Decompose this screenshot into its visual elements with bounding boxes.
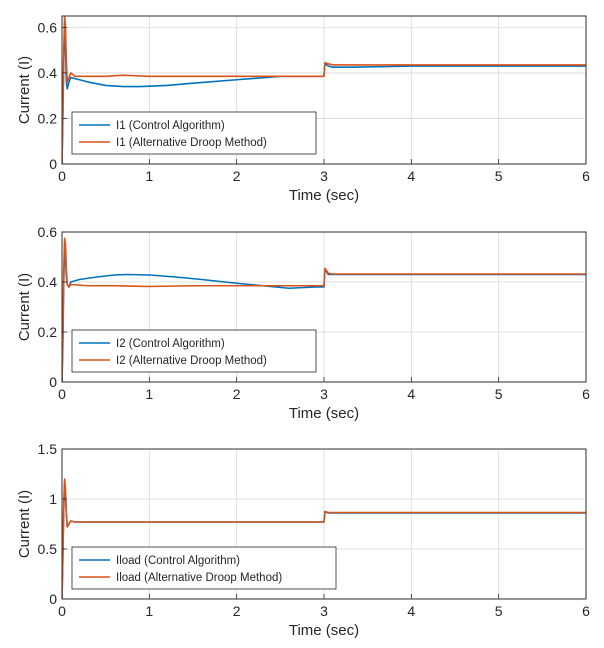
legend-label-droop: I2 (Alternative Droop Method): [116, 355, 267, 367]
y-tick-label: 0.4: [38, 274, 58, 290]
x-tick-label: 3: [320, 603, 328, 619]
x-tick-label: 5: [495, 386, 503, 402]
x-axis-label: Time (sec): [289, 622, 359, 639]
x-tick-label: 1: [145, 603, 153, 619]
panel-i1: 0 1 2 3 4 5 6 0 0.2 0.4 0.6 Time (sec) Current (I) I1…: [16, 15, 590, 204]
x-tick-label: 0: [58, 386, 66, 402]
x-tick-label: 4: [407, 386, 415, 402]
x-tick-label: 6: [582, 386, 590, 402]
legend-label-control: Iload (Control Algorithm): [116, 555, 240, 567]
y-tick-label: 1.5: [38, 441, 58, 457]
x-tick-label: 6: [582, 168, 590, 184]
y-tick-label: 0.2: [38, 324, 58, 340]
x-tick-label: 1: [145, 168, 153, 184]
x-tick-label: 6: [582, 603, 590, 619]
y-tick-label: 0.6: [38, 19, 58, 35]
legend-box: [71, 329, 317, 373]
legend: I1 (Control Algorithm) I1 (Alternative Dr…: [71, 111, 317, 155]
x-tick-label: 2: [233, 168, 241, 184]
legend-label-control: I1 (Control Algorithm): [116, 120, 225, 132]
legend-box: [71, 111, 317, 155]
panel-i2: 0 1 2 3 4 5 6 0 0.2 0.4 0.6 Time (sec) Current (I) I2…: [16, 224, 590, 422]
y-tick-label: 0.5: [38, 541, 58, 557]
series-line-droop: [62, 237, 586, 382]
x-tick-label: 5: [495, 168, 503, 184]
y-axis-label: Current (I): [16, 273, 33, 341]
x-tick-label: 0: [58, 168, 66, 184]
legend-label-control: I2 (Control Algorithm): [116, 338, 225, 350]
x-tick-label: 2: [233, 603, 241, 619]
x-axis-label: Time (sec): [289, 405, 359, 422]
series-line-droop: [62, 478, 586, 599]
y-tick-label: 0.4: [38, 65, 58, 81]
legend: I2 (Control Algorithm) I2 (Alternative Dr…: [71, 329, 317, 373]
legend-label-droop: Iload (Alternative Droop Method): [116, 572, 282, 584]
y-tick-label: 1: [49, 491, 57, 507]
y-tick-label: 0.6: [38, 224, 58, 240]
x-tick-label: 1: [145, 386, 153, 402]
x-tick-label: 0: [58, 603, 66, 619]
legend: Iload (Control Algorithm) Iload (Alternat…: [71, 546, 337, 590]
y-tick-label: 0: [49, 374, 57, 390]
x-tick-label: 4: [407, 603, 415, 619]
y-tick-label: 0: [49, 591, 57, 607]
x-tick-label: 3: [320, 386, 328, 402]
y-axis-label: Current (I): [16, 490, 33, 558]
series-line-droop: [62, 16, 586, 164]
x-tick-label: 5: [495, 603, 503, 619]
legend-label-droop: I1 (Alternative Droop Method): [116, 137, 267, 149]
y-tick-label: 0.2: [38, 110, 58, 126]
x-tick-label: 2: [233, 386, 241, 402]
x-tick-label: 3: [320, 168, 328, 184]
legend-box: [71, 546, 337, 590]
x-tick-label: 4: [407, 168, 415, 184]
y-axis-label: Current (I): [16, 56, 33, 124]
x-axis-label: Time (sec): [289, 187, 359, 204]
panel-iload: 0 1 2 3 4 5 6 0 0.5 1 1.5 Time (sec) Current (I) Iloa…: [16, 441, 590, 639]
y-tick-label: 0: [49, 156, 57, 172]
